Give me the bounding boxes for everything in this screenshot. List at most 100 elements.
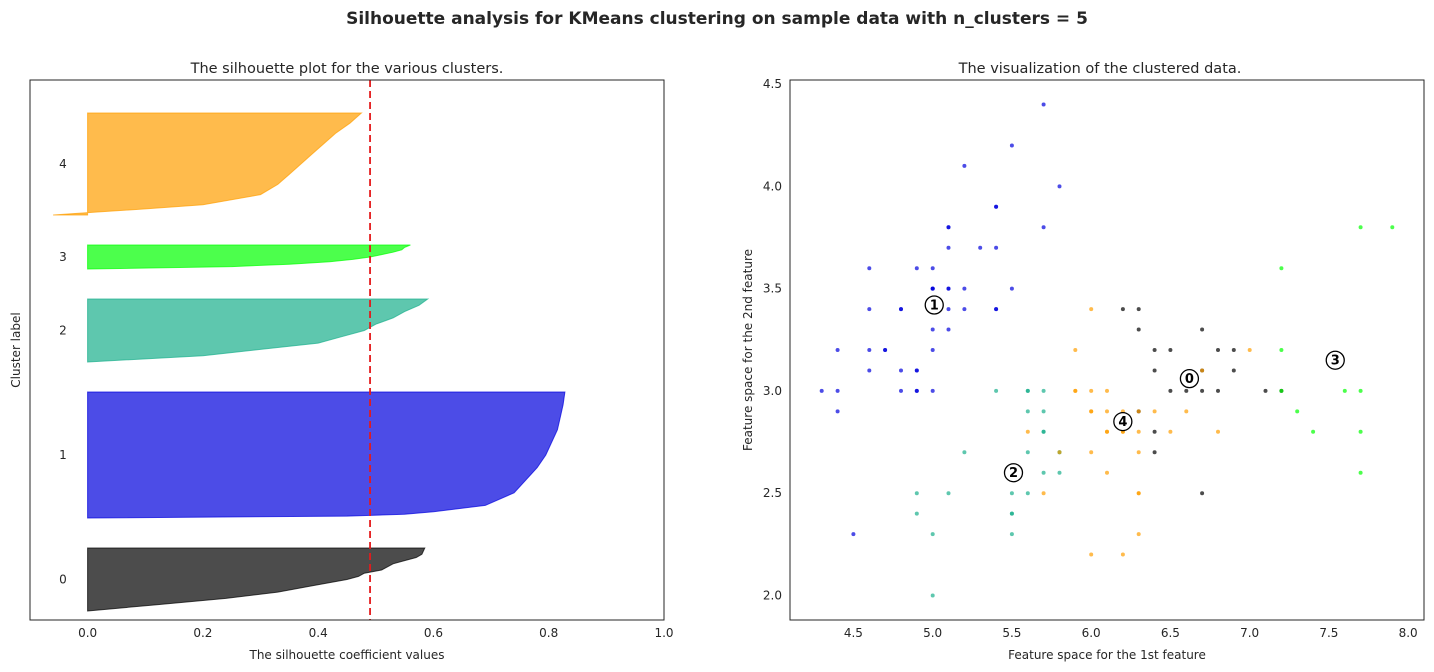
cluster-labels: 0 1 2 3 4 xyxy=(59,157,67,587)
scatter-point-cluster-1 xyxy=(930,266,935,271)
scatter-point-cluster-3 xyxy=(1358,470,1363,475)
scatter-point-cluster-0 xyxy=(1216,388,1220,393)
scatter-point-cluster-4 xyxy=(1089,450,1094,455)
silhouette-y-axis-label: Cluster label xyxy=(9,312,23,387)
scatter-point-cluster-1 xyxy=(899,307,903,312)
scatter-point-cluster-1 xyxy=(962,163,967,168)
scatter-point-cluster-1 xyxy=(883,348,888,352)
scatter-point-cluster-0 xyxy=(1152,348,1157,352)
silhouette-x-axis-label: The silhouette coefficient values xyxy=(249,648,445,662)
cluster-center-label: 0 xyxy=(1185,372,1194,387)
scatter-x-tick-label: 7.0 xyxy=(1240,626,1259,640)
scatter-point-cluster-4 xyxy=(1089,307,1094,312)
scatter-point-cluster-1 xyxy=(867,266,872,271)
scatter-point-cluster-1 xyxy=(914,266,919,271)
scatter-point-cluster-4 xyxy=(1136,532,1141,537)
scatter-point-cluster-1 xyxy=(1041,102,1046,107)
scatter-x-tick-label: 7.5 xyxy=(1319,626,1338,640)
scatter-point-cluster-3 xyxy=(1311,429,1316,434)
scatter-y-tick-label: 3.0 xyxy=(763,384,782,398)
scatter-points xyxy=(819,102,1395,598)
cluster-label-3: 3 xyxy=(59,250,67,264)
scatter-point-cluster-3 xyxy=(1358,388,1363,393)
scatter-point-cluster-1 xyxy=(946,225,951,230)
scatter-point-cluster-2 xyxy=(1041,429,1046,434)
scatter-point-cluster-4 xyxy=(1120,552,1125,557)
scatter-point-cluster-4 xyxy=(1089,409,1094,414)
silhouette-area-cluster-1 xyxy=(87,391,566,519)
scatter-point-cluster-2 xyxy=(994,388,999,393)
scatter-point-cluster-4 xyxy=(1168,429,1173,434)
scatter-point-cluster-0 xyxy=(1152,429,1157,434)
scatter-point-cluster-1 xyxy=(994,204,999,209)
scatter-point-cluster-0 xyxy=(1231,368,1236,373)
cluster-center-2: 2 xyxy=(1003,463,1024,483)
silhouette-areas xyxy=(53,80,566,620)
silhouette-x-tick-label: 0.2 xyxy=(193,626,212,640)
silhouette-plot: The silhouette plot for the various clus… xyxy=(9,61,674,662)
scatter-point-cluster-4 xyxy=(1136,409,1141,414)
scatter-x-tick-label: 8.0 xyxy=(1399,626,1418,640)
cluster-center-marker xyxy=(1325,350,1345,370)
cluster-scatter-plot: The visualization of the clustered data.… xyxy=(741,61,1425,662)
scatter-point-cluster-1 xyxy=(930,348,935,352)
cluster-center-3: 3 xyxy=(1325,350,1345,370)
scatter-point-cluster-1 xyxy=(930,327,935,332)
scatter-point-cluster-0 xyxy=(1216,348,1220,352)
scatter-point-cluster-1 xyxy=(851,532,856,537)
silhouette-x-tick-label: 0.6 xyxy=(424,626,443,640)
scatter-point-cluster-1 xyxy=(962,307,967,312)
scatter-point-cluster-2 xyxy=(1009,511,1014,516)
scatter-x-tick-label: 5.5 xyxy=(1002,626,1021,640)
scatter-point-cluster-0 xyxy=(1200,491,1205,496)
scatter-point-cluster-0 xyxy=(1136,327,1141,332)
scatter-point-cluster-1 xyxy=(994,245,999,250)
scatter-point-cluster-3 xyxy=(1390,225,1395,230)
scatter-point-cluster-0 xyxy=(1231,348,1236,352)
scatter-point-cluster-1 xyxy=(1009,286,1014,291)
cluster-centers: 0 1 2 3 4 xyxy=(924,295,1345,483)
scatter-point-cluster-1 xyxy=(819,388,824,393)
scatter-point-cluster-3 xyxy=(1279,266,1284,271)
cluster-label-1: 1 xyxy=(59,448,67,462)
scatter-point-cluster-1 xyxy=(1057,184,1062,189)
scatter-point-cluster-1 xyxy=(946,245,951,250)
cluster-center-1: 1 xyxy=(924,295,944,315)
silhouette-x-tick-label: 0.0 xyxy=(78,626,97,640)
scatter-point-cluster-3 xyxy=(1358,225,1363,230)
scatter-point-cluster-3 xyxy=(1279,348,1284,352)
scatter-point-cluster-1 xyxy=(899,388,903,393)
silhouette-x-tick-label: 1.0 xyxy=(654,626,673,640)
scatter-x-tick-label: 4.5 xyxy=(844,626,863,640)
scatter-x-tick-label: 6.0 xyxy=(1082,626,1101,640)
scatter-x-tick-label: 6.5 xyxy=(1161,626,1180,640)
cluster-center-4: 4 xyxy=(1113,411,1133,432)
scatter-point-cluster-1 xyxy=(946,327,951,332)
scatter-point-cluster-1 xyxy=(1041,225,1046,230)
scatter-point-cluster-0 xyxy=(1152,368,1157,373)
scatter-point-cluster-1 xyxy=(946,307,951,312)
scatter-point-cluster-4 xyxy=(1089,388,1094,393)
cluster-label-2: 2 xyxy=(59,324,67,338)
scatter-point-cluster-1 xyxy=(914,368,919,373)
scatter-point-cluster-0 xyxy=(1263,388,1268,393)
scatter-y-axis-label: Feature space for the 2nd feature xyxy=(741,249,755,451)
scatter-point-cluster-4 xyxy=(1073,348,1078,352)
silhouette-x-ticks: 0.0 0.2 0.4 0.6 0.8 1.0 xyxy=(78,626,673,640)
scatter-point-cluster-2 xyxy=(1041,409,1046,414)
cluster-center-marker xyxy=(1003,463,1024,483)
scatter-point-cluster-3 xyxy=(1358,429,1363,434)
scatter-point-cluster-2 xyxy=(1041,470,1046,475)
scatter-point-cluster-4 xyxy=(1200,368,1205,373)
cluster-center-0: 0 xyxy=(1179,368,1200,389)
scatter-point-cluster-0 xyxy=(1120,307,1125,312)
scatter-point-cluster-4 xyxy=(1216,429,1220,434)
silhouette-x-tick-label: 0.8 xyxy=(539,626,558,640)
scatter-point-cluster-4 xyxy=(1152,409,1157,414)
scatter-y-tick-label: 2.5 xyxy=(763,486,782,500)
scatter-point-cluster-1 xyxy=(867,368,872,373)
cluster-center-marker xyxy=(1179,368,1200,389)
scatter-point-cluster-0 xyxy=(1152,450,1157,455)
scatter-point-cluster-2 xyxy=(1009,532,1014,537)
scatter-point-cluster-3 xyxy=(1279,388,1284,393)
